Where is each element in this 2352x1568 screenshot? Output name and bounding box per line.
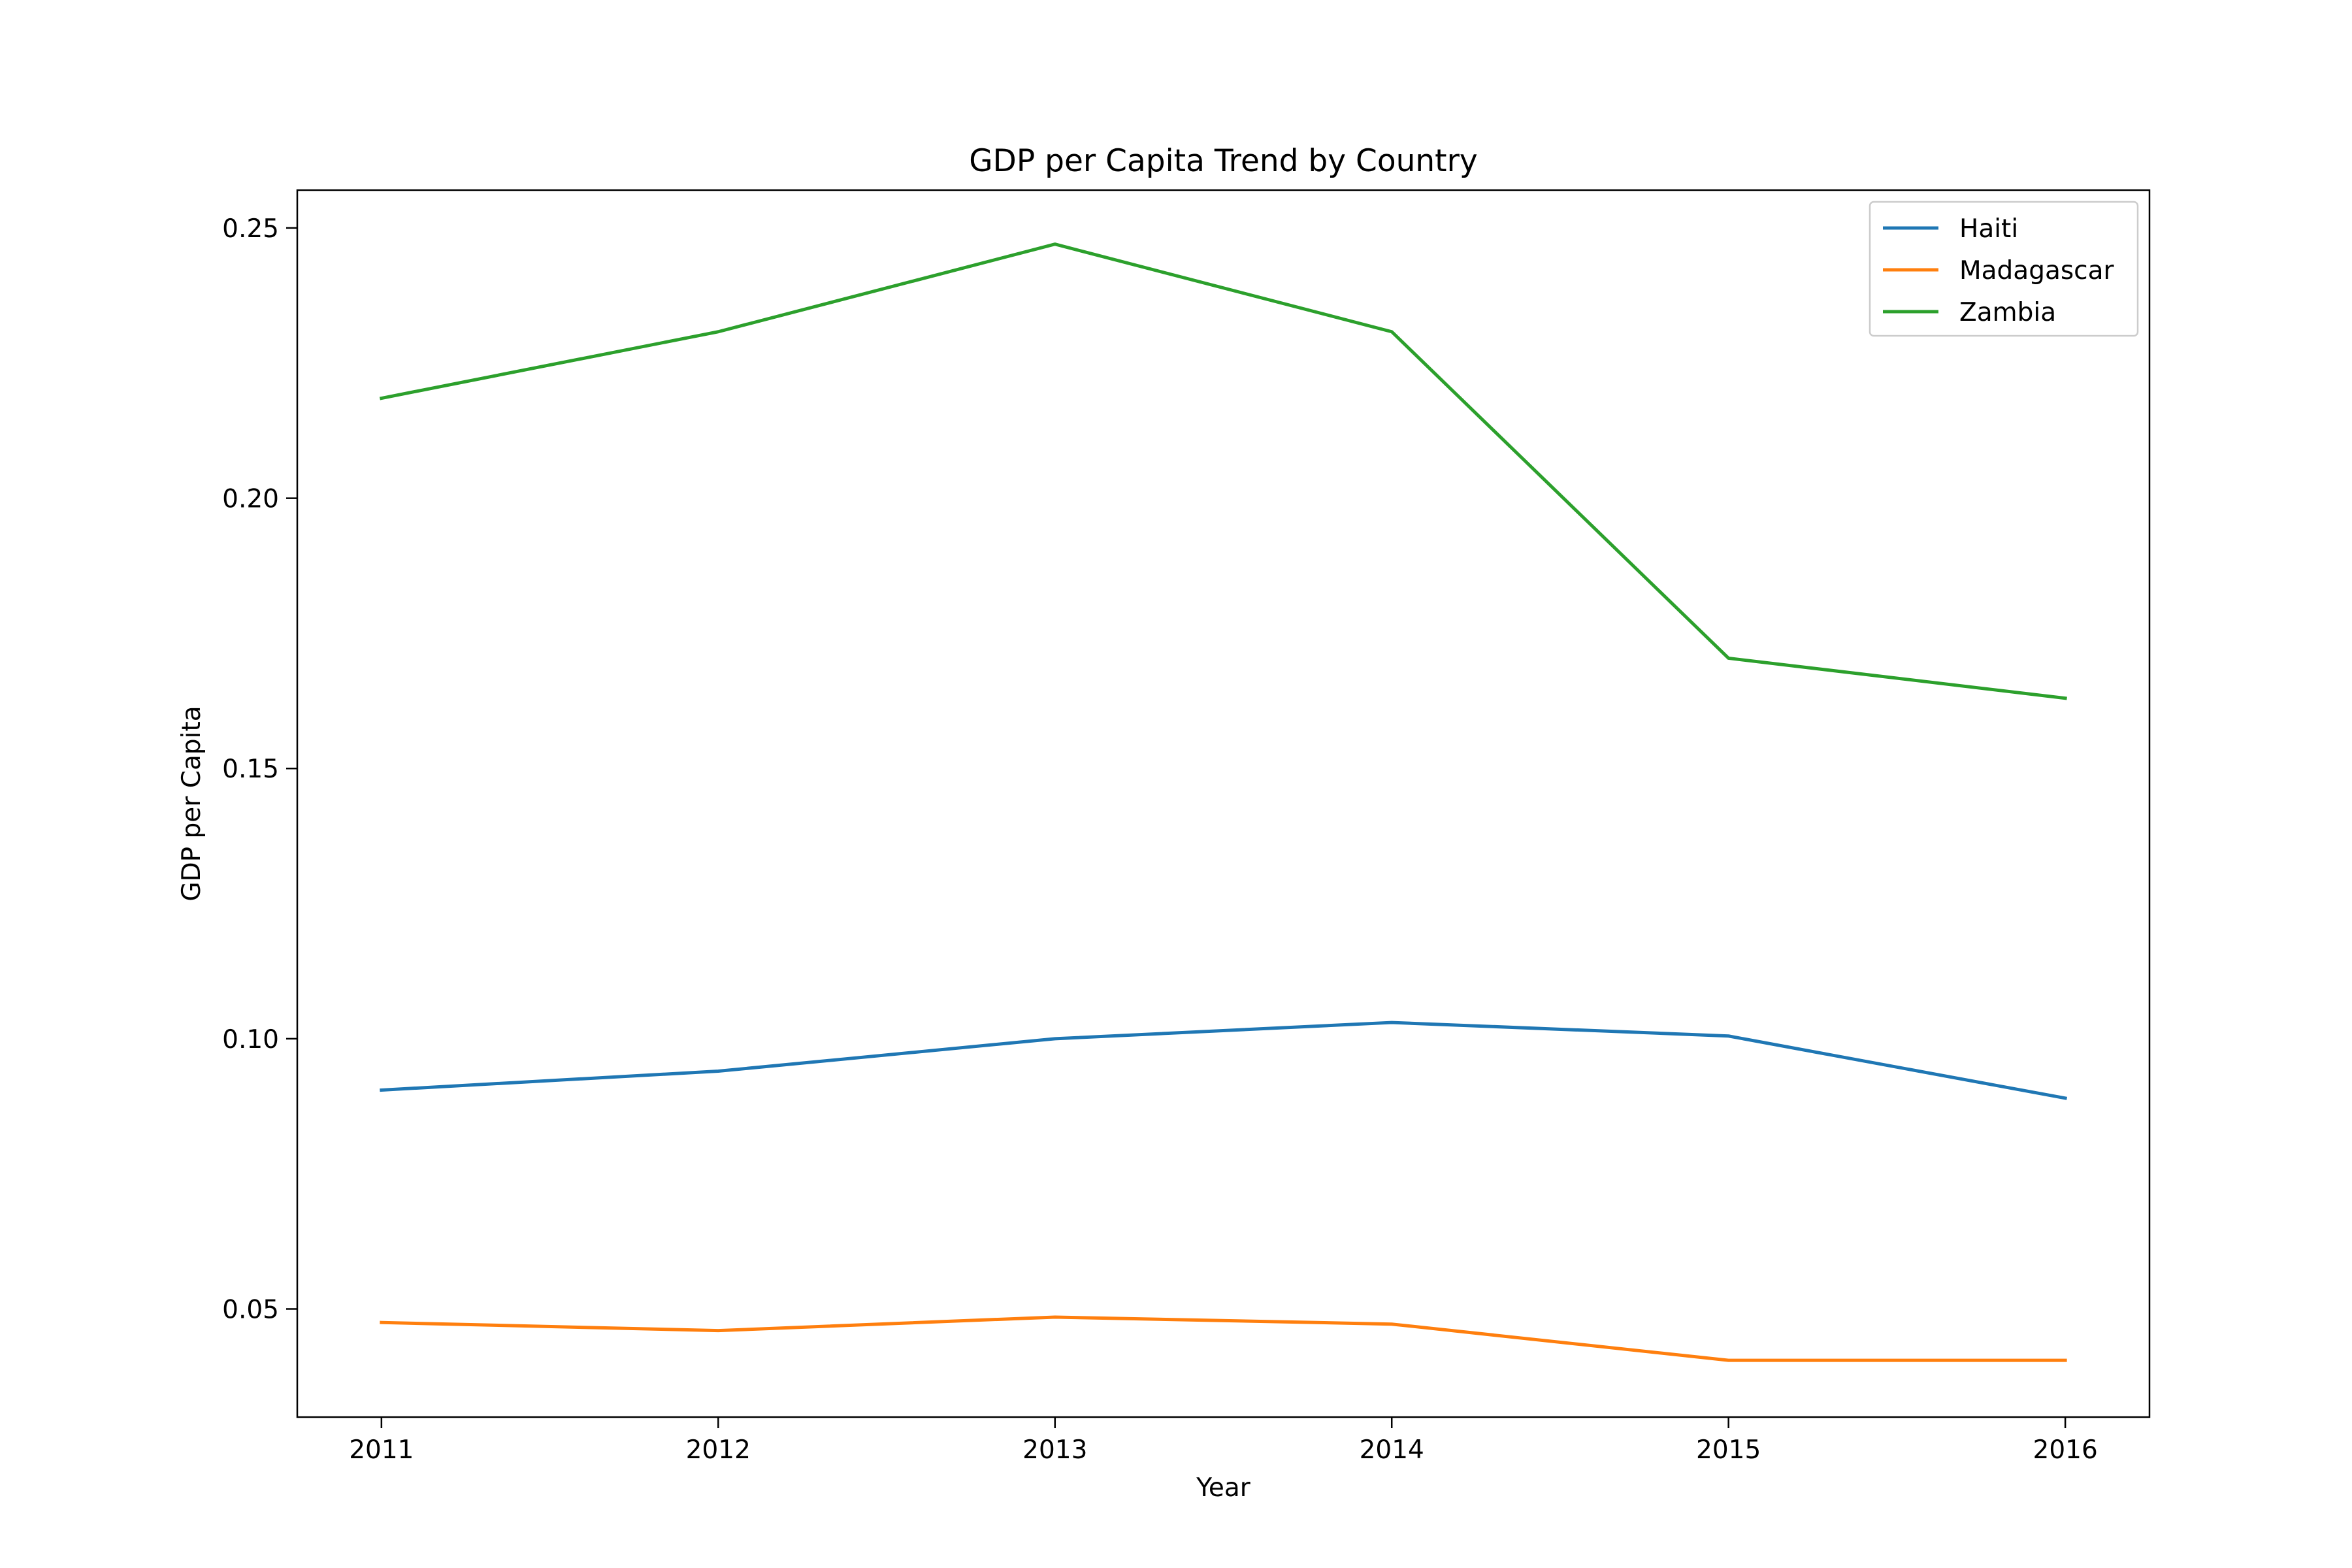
y-tick-label: 0.25 <box>222 214 279 244</box>
legend-box <box>1869 201 2139 337</box>
series-line-madagascar <box>380 1315 2067 1362</box>
legend: Haiti Madagascar Zambia <box>1869 201 2139 337</box>
x-axis-title: Year <box>1196 1473 1251 1503</box>
y-axis-title: GDP per Capita <box>177 706 206 901</box>
x-tick-label: 2015 <box>1696 1435 1761 1465</box>
chart-title: GDP per Capita Trend by Country <box>969 143 1477 179</box>
x-tick-label: 2013 <box>1022 1435 1087 1465</box>
x-tick-label: 2016 <box>2033 1435 2098 1465</box>
ticks-layer: 2011 2012 2013 2014 2015 2016 0.05 0.10 0.15 0.20… <box>222 214 2098 1465</box>
x-tick-label: 2014 <box>1360 1435 1424 1465</box>
y-tick-label: 0.15 <box>222 755 279 784</box>
series-line-zambia <box>379 242 2067 700</box>
y-tick-label: 0.05 <box>222 1296 279 1325</box>
plot-area-frame <box>296 189 2151 1418</box>
series-layer <box>379 242 2068 1362</box>
x-tick-label: 2011 <box>349 1435 414 1465</box>
legend-label-haiti: Haiti <box>1959 214 2018 244</box>
y-tick-label: 0.10 <box>222 1025 279 1054</box>
series-line-haiti <box>380 1021 2068 1100</box>
legend-label-madagascar: Madagascar <box>1959 256 2115 286</box>
y-tick-label: 0.20 <box>222 485 279 514</box>
legend-label-zambia: Zambia <box>1959 298 2056 327</box>
x-tick-label: 2012 <box>686 1435 751 1465</box>
